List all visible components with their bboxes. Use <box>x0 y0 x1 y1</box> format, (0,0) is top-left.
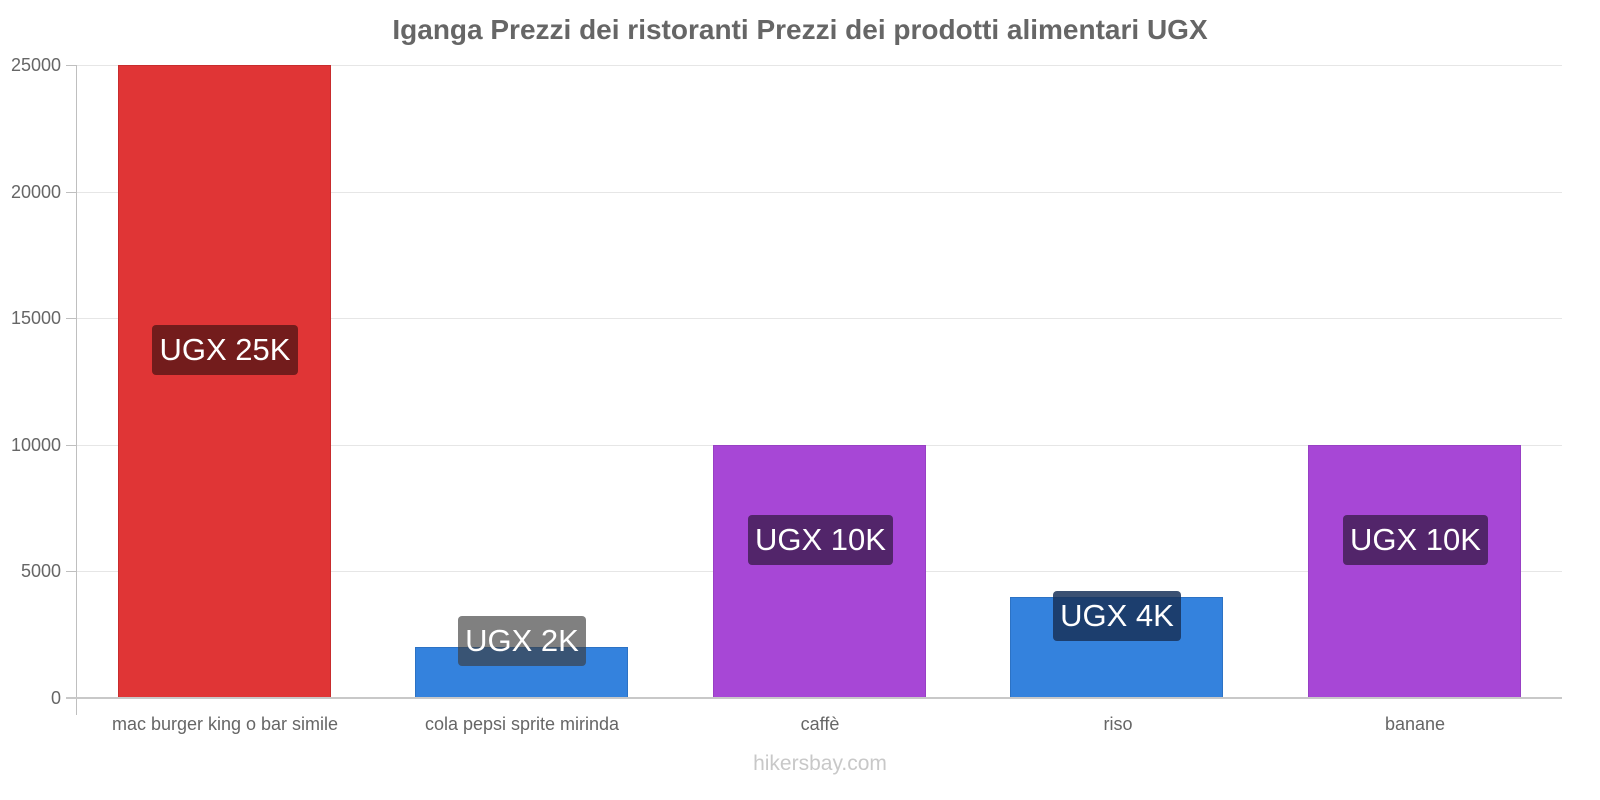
bar-caffe <box>713 445 926 698</box>
ytick-label: 5000 <box>20 561 61 581</box>
data-label: UGX 10K <box>1343 515 1488 565</box>
watermark: hikersbay.com <box>753 752 887 775</box>
ytick-label: 0 <box>50 688 61 708</box>
x-axis <box>66 697 1562 699</box>
bar-mac-burger <box>118 65 331 698</box>
ytick-mark <box>66 445 76 446</box>
gridline-20000 <box>76 192 1562 193</box>
ytick-label: 10000 <box>10 435 61 455</box>
x-category-label: riso <box>1103 714 1133 734</box>
x-category-label: banane <box>1384 714 1446 734</box>
ytick-mark <box>66 571 76 572</box>
chart-title: Iganga Prezzi dei ristoranti Prezzi dei … <box>392 14 1208 45</box>
ytick-mark <box>66 318 76 319</box>
ytick-label: 15000 <box>10 308 61 328</box>
data-label: UGX 25K <box>152 325 298 375</box>
ytick-label: 25000 <box>10 55 61 75</box>
ytick-label: 20000 <box>10 182 61 202</box>
x-category-label: mac burger king o bar simile <box>111 714 339 734</box>
gridline-15000 <box>76 318 1562 319</box>
data-label: UGX 4K <box>1053 591 1181 641</box>
data-label: UGX 2K <box>458 616 586 666</box>
gridline-25000 <box>76 65 1562 66</box>
y-axis <box>76 65 77 715</box>
bar-banane <box>1308 445 1521 698</box>
ytick-mark <box>66 65 76 66</box>
ytick-mark <box>66 192 76 193</box>
data-label: UGX 10K <box>748 515 893 565</box>
x-category-label: caffè <box>800 714 840 734</box>
x-category-label: cola pepsi sprite mirinda <box>424 714 620 734</box>
